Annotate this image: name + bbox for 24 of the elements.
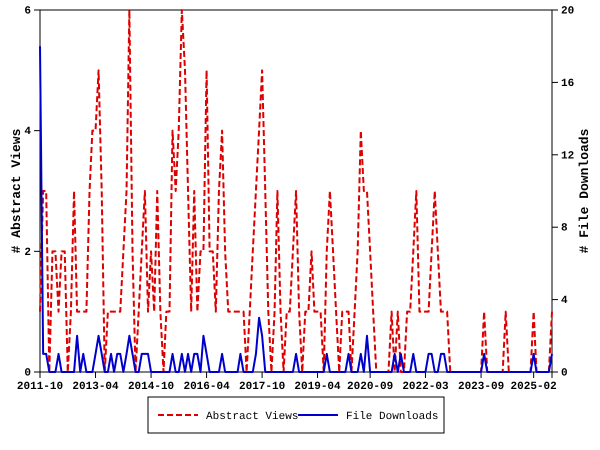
y2-tick-label: 0 [561, 368, 568, 380]
x-tick-label: 2016-04 [183, 380, 230, 393]
y-tick-label: 2 [24, 246, 31, 259]
legend-label: File Downloads [346, 410, 438, 423]
x-tick-label: 2020-09 [347, 380, 394, 393]
x-tick-label: 2011-10 [16, 380, 64, 393]
y-tick-label: 6 [24, 6, 31, 18]
y2-tick-label: 20 [561, 6, 574, 18]
x-tick-label: 2023-09 [458, 380, 504, 393]
y-tick-label: 0 [24, 368, 31, 380]
legend-label: Abstract Views [206, 410, 298, 423]
y2-tick-label: 12 [561, 150, 574, 162]
x-tick-label: 2025-02 [510, 380, 557, 393]
y2-axis-title: # File Downloads [577, 128, 592, 254]
y2-tick-label: 16 [561, 78, 574, 90]
y-tick-label: 4 [24, 126, 32, 138]
y2-tick-label: 8 [561, 222, 568, 235]
x-tick-label: 2014-10 [128, 380, 174, 393]
x-tick-label: 2019-04 [294, 380, 342, 393]
y-axis-title: # Abstract Views [9, 128, 24, 254]
x-tick-label: 2013-04 [72, 380, 120, 393]
y2-tick-label: 4 [561, 295, 568, 308]
x-tick-label: 2017-10 [238, 380, 286, 393]
x-tick-label: 2022-03 [402, 380, 449, 393]
